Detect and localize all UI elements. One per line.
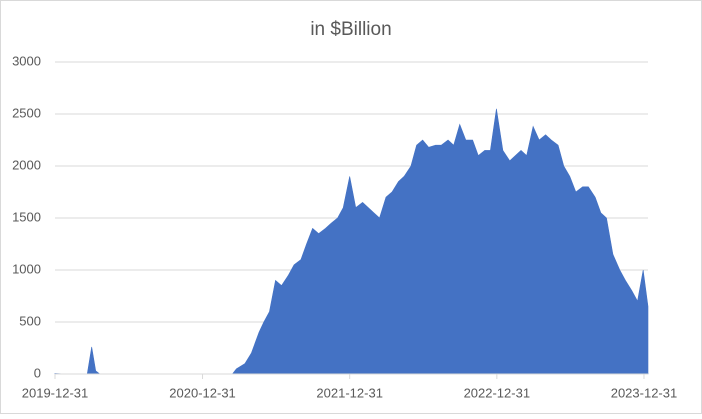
x-tick-label: 2021-12-31 (316, 385, 383, 400)
y-tick-label: 3000 (12, 53, 41, 68)
y-tick-label: 1000 (12, 261, 41, 276)
y-tick-label: 2000 (12, 157, 41, 172)
y-tick-label: 1500 (12, 209, 41, 224)
y-tick-label: 2500 (12, 105, 41, 120)
area (54, 108, 649, 375)
x-tick-label: 2022-12-31 (464, 385, 531, 400)
y-tick-label: 500 (19, 313, 41, 328)
chart-title: in $Billion (310, 19, 391, 40)
y-tick-label: 0 (34, 365, 41, 380)
x-tick-label: 2023-12-31 (611, 385, 678, 400)
x-tick-label: 2020-12-31 (169, 385, 236, 400)
x-tick-label: 2019-12-31 (22, 385, 89, 400)
